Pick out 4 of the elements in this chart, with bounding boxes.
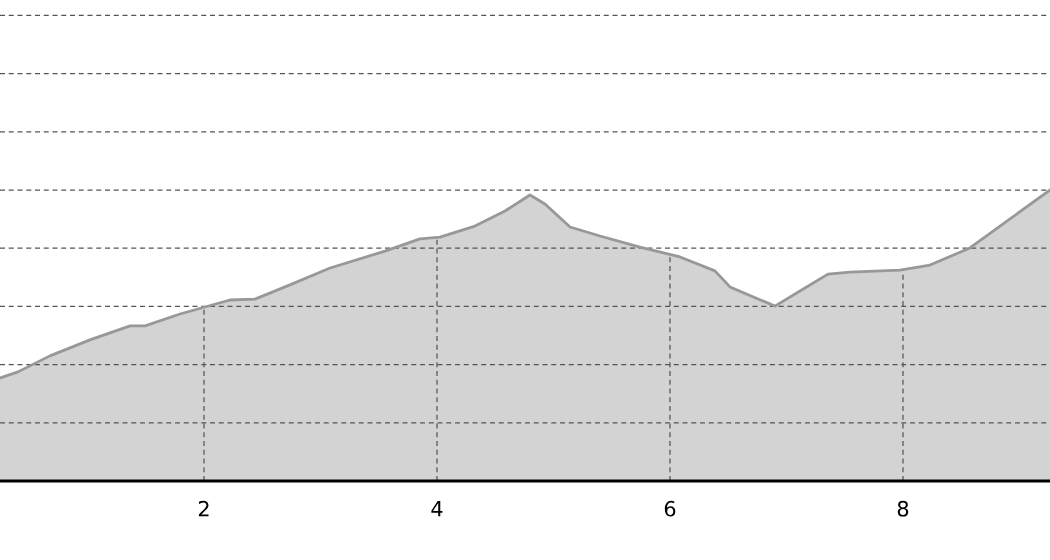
x-tick-label: 4 bbox=[431, 501, 443, 517]
x-tick-label: 6 bbox=[664, 500, 676, 517]
x-tick-label: 2 bbox=[198, 500, 209, 517]
x-tick-label: 8 bbox=[897, 500, 909, 517]
